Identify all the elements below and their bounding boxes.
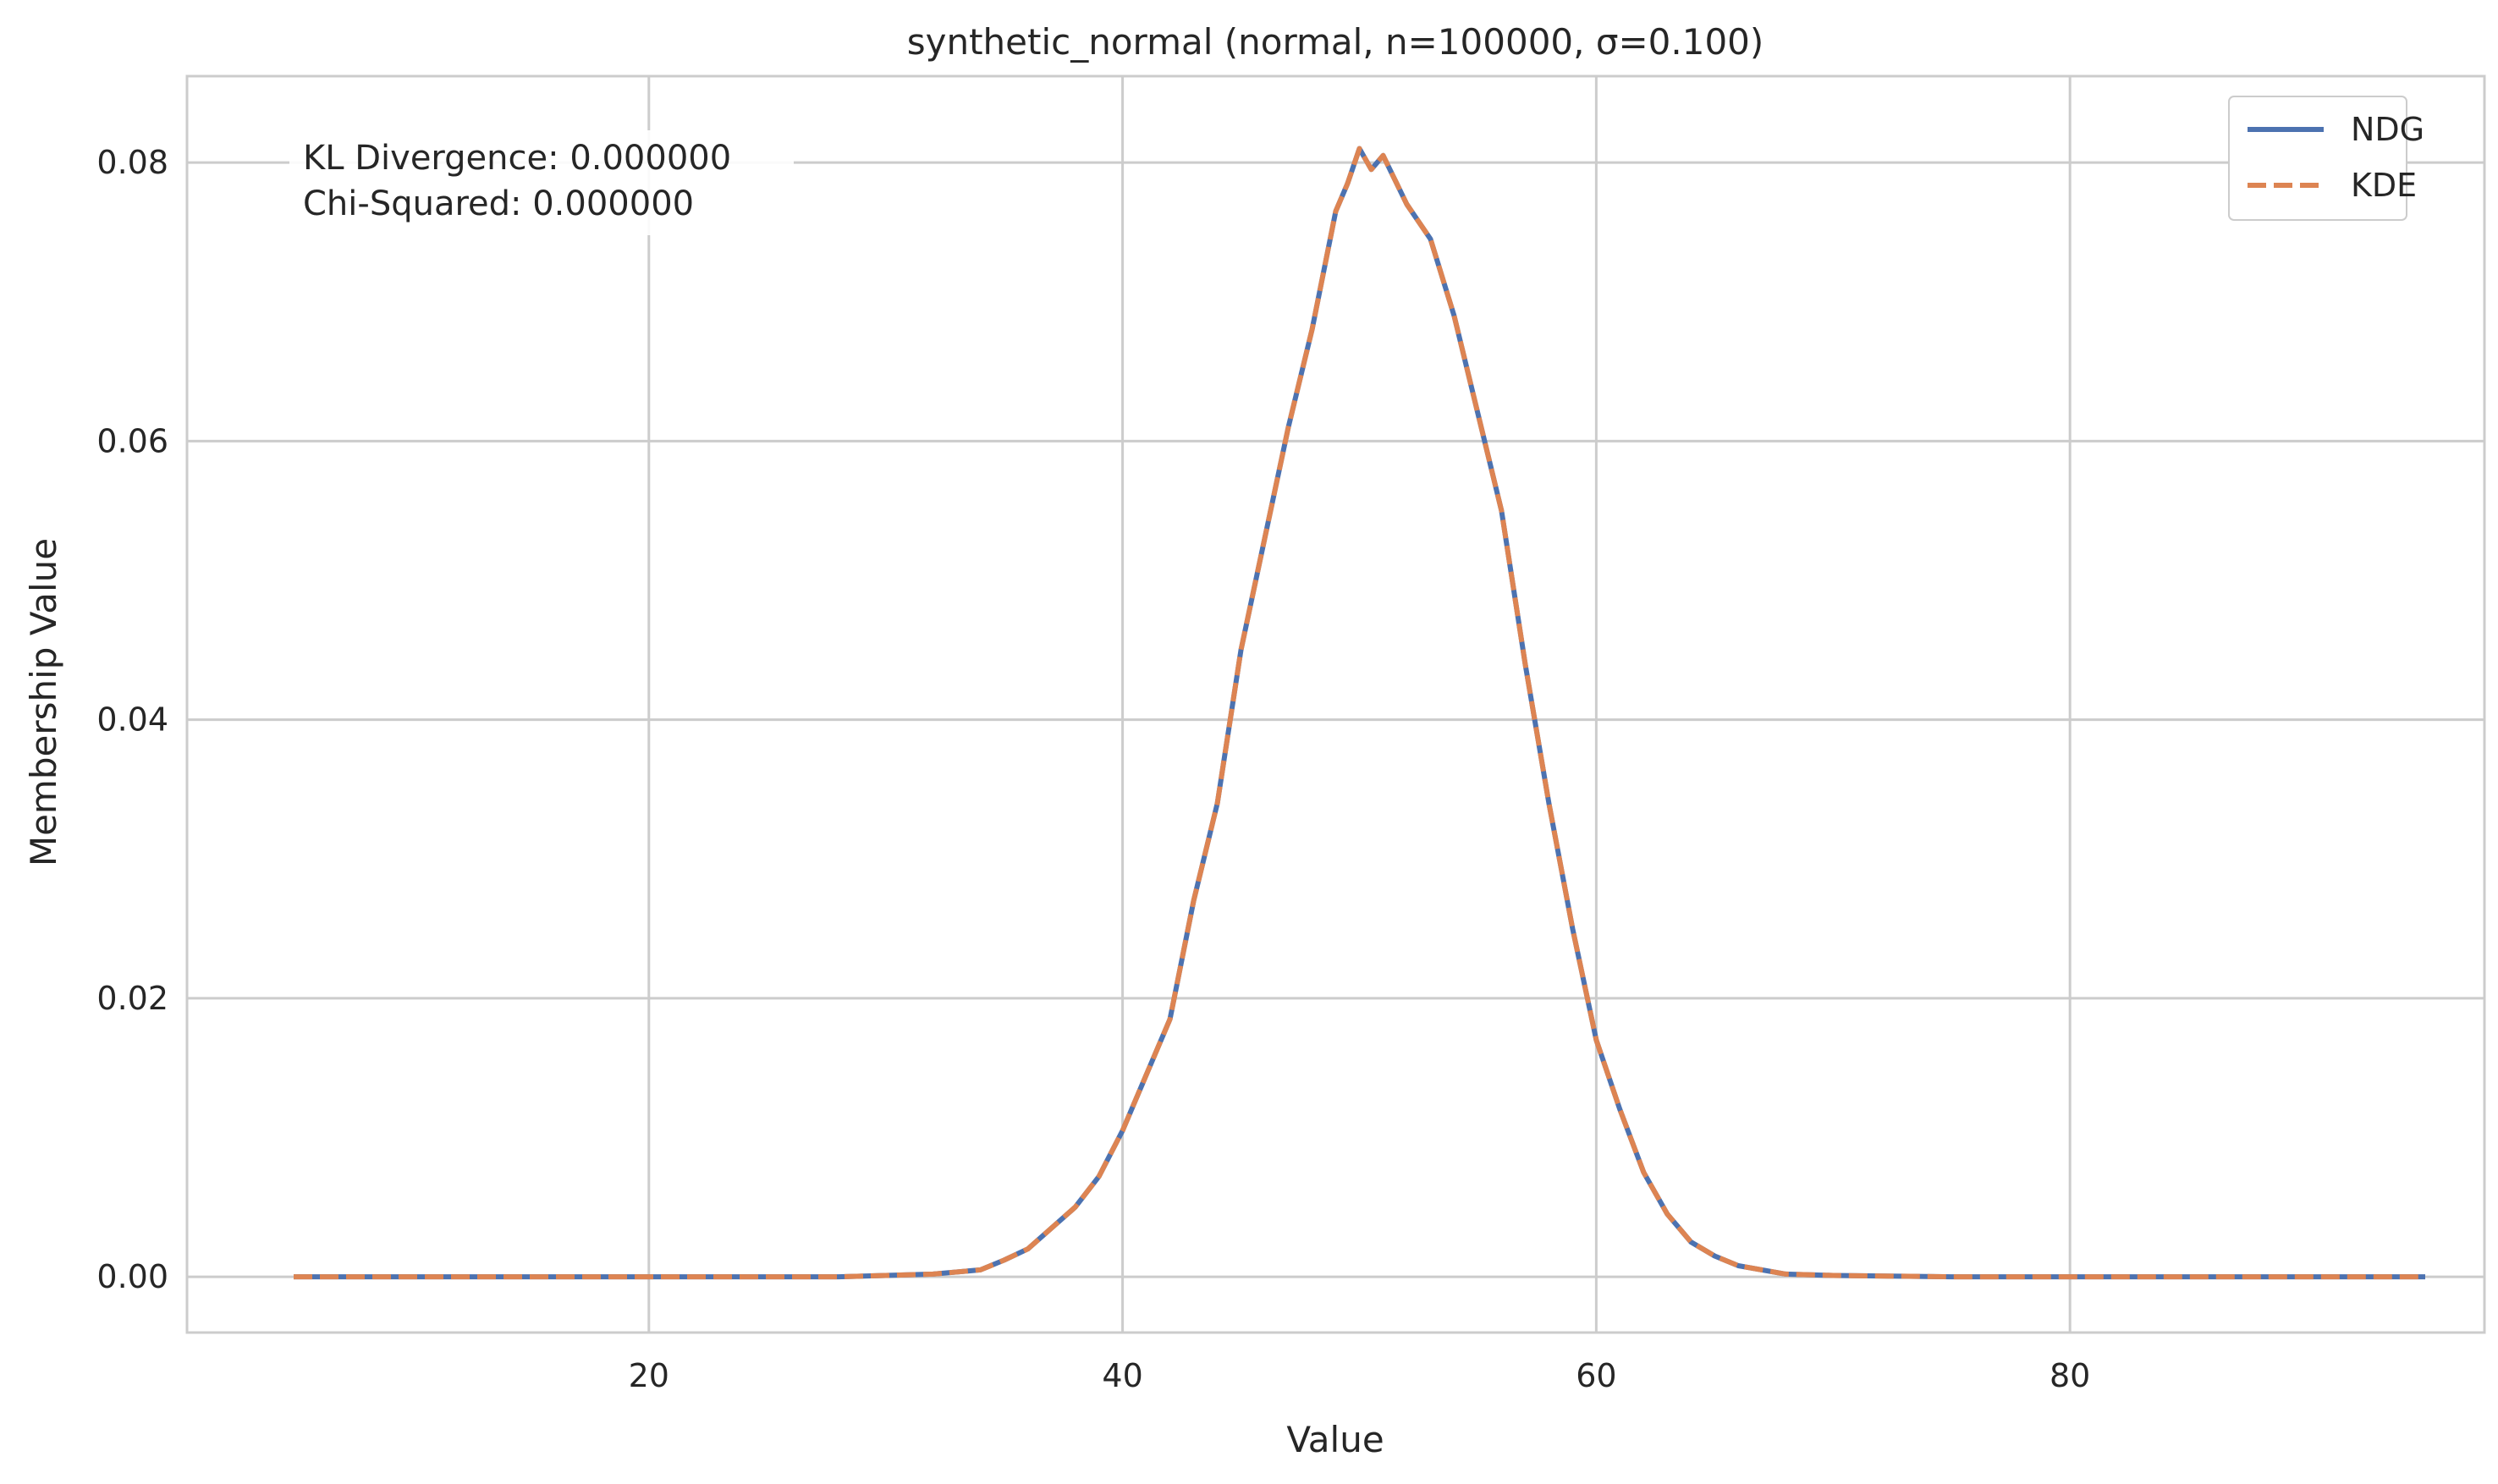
y-tick-label: 0.04	[96, 701, 168, 739]
y-tick-label: 0.00	[96, 1258, 168, 1295]
y-axis-label: Membership Value	[23, 538, 64, 866]
chi-squared-text: Chi-Squared: 0.000000	[303, 184, 694, 223]
x-tick-label: 20	[629, 1357, 669, 1394]
kl-divergence-text: KL Divergence: 0.000000	[303, 139, 731, 178]
plot-area	[185, 74, 2486, 1334]
y-tick-label: 0.08	[96, 144, 168, 181]
legend-kde-label: KDE	[2351, 167, 2417, 204]
y-tick-label: 0.06	[96, 422, 168, 459]
tick-labels: 20 40 60 80 0.00 0.02 0.04 0.06 0.08	[96, 144, 2090, 1394]
x-tick-label: 40	[1102, 1357, 1142, 1394]
x-tick-label: 60	[1576, 1357, 1616, 1394]
y-tick-label: 0.02	[96, 980, 168, 1017]
series-line-kde	[294, 146, 2425, 1280]
series-lines	[294, 146, 2425, 1280]
legend: NDG KDE	[2228, 96, 2424, 221]
x-tick-label: 80	[2050, 1357, 2090, 1394]
stats-annotation-box	[289, 130, 794, 235]
chart-title: synthetic_normal (normal, n=100000, σ=0.…	[907, 21, 1764, 63]
x-axis-label: Value	[1286, 1419, 1384, 1460]
legend-ndg-label: NDG	[2351, 111, 2424, 148]
stats-annotation: KL Divergence: 0.000000 Chi-Squared: 0.0…	[289, 130, 794, 235]
